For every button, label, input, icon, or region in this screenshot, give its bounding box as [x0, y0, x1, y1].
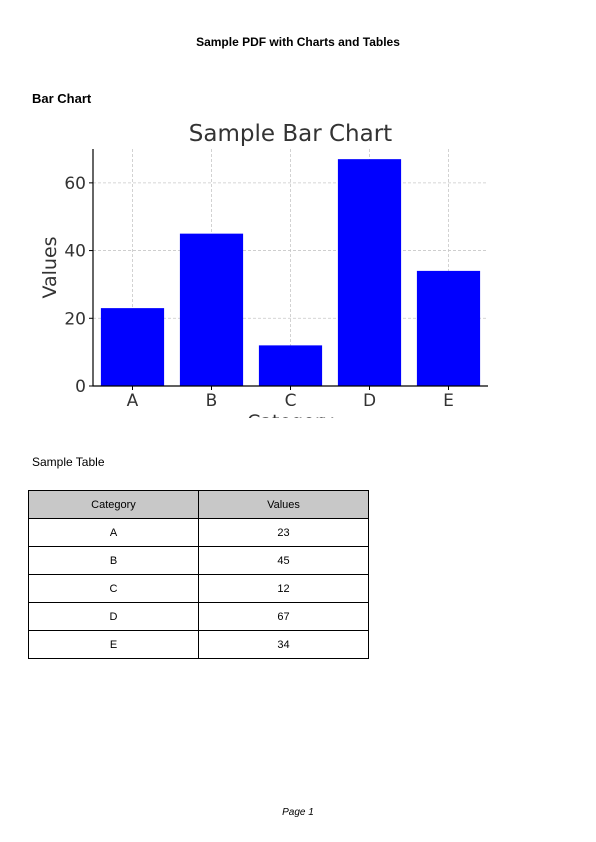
- y-tick-label: 60: [64, 174, 86, 194]
- table-cell-category: B: [28, 546, 199, 575]
- document-title: Sample PDF with Charts and Tables: [196, 35, 400, 49]
- table-cell-category: C: [28, 574, 199, 603]
- bar-b: [179, 233, 244, 386]
- y-tick-label: 20: [64, 309, 86, 329]
- table-row: D 67: [28, 602, 369, 631]
- table-cell-value: 12: [198, 574, 369, 603]
- chart-labels: 0 20 40 60 A B C D E Sample Bar Chart Values Catego…: [39, 121, 454, 418]
- chart-title: Sample Bar Chart: [189, 121, 392, 147]
- x-tick-label: E: [443, 391, 454, 411]
- page-number: Page 1: [282, 807, 314, 818]
- table-cell-value: 67: [198, 602, 369, 631]
- bar-c: [258, 345, 323, 386]
- table-header-category: Category: [28, 490, 199, 519]
- x-tick-label: C: [285, 391, 297, 411]
- table-cell-value: 23: [198, 518, 369, 547]
- table-header-values: Values: [198, 490, 369, 519]
- y-axis-label: Values: [39, 236, 61, 298]
- bar-a: [100, 308, 165, 386]
- bar-e: [416, 270, 481, 386]
- bar-d: [337, 159, 402, 386]
- table-cell-category: E: [28, 630, 199, 659]
- x-tick-label: A: [127, 391, 139, 411]
- table-header-row: Category Values: [28, 490, 369, 519]
- table-row: C 12: [28, 574, 369, 603]
- chart-axes: [89, 149, 488, 390]
- table-caption: Sample Table: [32, 455, 105, 469]
- y-tick-label: 0: [75, 377, 86, 397]
- bar-chart-svg: 0 20 40 60 A B C D E Sample Bar Chart Values Catego…: [39, 121, 488, 418]
- chart-bars: [100, 159, 481, 386]
- x-axis-label: Category: [247, 411, 334, 418]
- table-row: B 45: [28, 546, 369, 575]
- x-tick-label: D: [363, 391, 376, 411]
- table-cell-category: D: [28, 602, 199, 631]
- table-cell-category: A: [28, 518, 199, 547]
- x-tick-label: B: [206, 391, 218, 411]
- sample-table: Category Values A 23 B 45 C 12 D 67 E 34: [28, 490, 369, 659]
- section-heading-bar-chart: Bar Chart: [32, 91, 92, 106]
- table-cell-value: 45: [198, 546, 369, 575]
- y-tick-label: 40: [64, 242, 86, 262]
- table-row: A 23: [28, 518, 369, 547]
- table-row: E 34: [28, 630, 369, 659]
- bar-chart: 0 20 40 60 A B C D E Sample Bar Chart Values Catego…: [36, 116, 498, 418]
- table-cell-value: 34: [198, 630, 369, 659]
